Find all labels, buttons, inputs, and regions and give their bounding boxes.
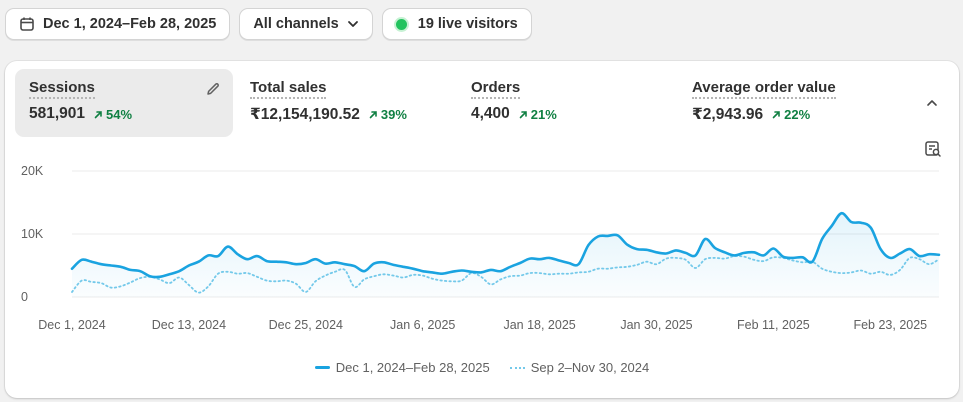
x-tick-label: Feb 11, 2025 [737, 318, 810, 332]
metric-tab-average-order-value[interactable]: Average order value ₹2,943.96 22% [678, 69, 908, 137]
metric-label: Total sales [250, 79, 327, 99]
x-tick-label: Jan 18, 2025 [503, 318, 575, 332]
analytics-card: Sessions 581,901 54% Total sales ₹12,154… [5, 61, 959, 398]
channels-dropdown[interactable]: All channels [239, 8, 373, 40]
x-tick-label: Feb 23, 2025 [853, 318, 927, 332]
metric-label: Orders [471, 79, 521, 99]
metric-tab-total-sales[interactable]: Total sales ₹12,154,190.52 39% [236, 69, 450, 137]
metric-label: Average order value [692, 79, 836, 99]
legend-item-previous[interactable]: Sep 2–Nov 30, 2024 [509, 360, 650, 375]
metric-delta: 21% [519, 107, 557, 122]
chevron-down-icon [347, 18, 359, 30]
pencil-icon[interactable] [205, 81, 221, 97]
metric-tab-orders[interactable]: Orders 4,400 21% [457, 69, 671, 137]
legend-item-current[interactable]: Dec 1, 2024–Feb 28, 2025 [314, 360, 490, 375]
arrow-up-right-icon [772, 111, 780, 119]
live-visitors-label: 19 live visitors [417, 16, 518, 32]
arrow-up-right-icon [369, 111, 377, 119]
chart-search-icon[interactable] [924, 140, 942, 158]
sessions-line-chart: 20K 10K 0 Dec 1, 2024 Dec 13, 2024 Dec 25, 2… [21, 164, 941, 332]
metric-delta-value: 21% [530, 106, 557, 122]
y-tick-label: 20K [21, 164, 44, 178]
x-tick-label: Jan 30, 2025 [620, 318, 692, 332]
live-indicator-icon [395, 18, 407, 30]
series-line-previous [71, 255, 940, 294]
metric-delta: 54% [94, 107, 132, 122]
calendar-icon [19, 16, 35, 32]
metric-delta-value: 54% [106, 106, 133, 122]
metric-value: 581,901 [29, 105, 86, 122]
metric-label: Sessions [29, 79, 95, 99]
metric-delta: 22% [772, 107, 810, 122]
metric-delta: 39% [369, 107, 407, 122]
channels-label: All channels [253, 16, 339, 32]
y-tick-label: 10K [21, 227, 44, 241]
x-tick-label: Jan 6, 2025 [390, 318, 455, 332]
x-tick-label: Dec 13, 2024 [152, 318, 226, 332]
metric-delta-value: 22% [784, 107, 811, 122]
legend-swatch-dotted [509, 366, 525, 369]
date-range-button[interactable]: Dec 1, 2024–Feb 28, 2025 [5, 8, 231, 40]
toolbar: Dec 1, 2024–Feb 28, 2025 All channels 19… [5, 8, 532, 40]
chevron-up-icon[interactable] [924, 95, 940, 111]
metric-delta-value: 39% [380, 107, 407, 122]
legend-label: Sep 2–Nov 30, 2024 [530, 360, 650, 375]
arrow-up-right-icon [519, 110, 527, 118]
series-line-current [70, 211, 941, 279]
legend-label: Dec 1, 2024–Feb 28, 2025 [335, 360, 490, 375]
x-tick-label: Dec 25, 2024 [269, 318, 343, 332]
chart-legend: Dec 1, 2024–Feb 28, 2025 Sep 2–Nov 30, 2… [5, 360, 959, 375]
date-range-label: Dec 1, 2024–Feb 28, 2025 [43, 16, 217, 32]
metric-tab-sessions[interactable]: Sessions 581,901 54% [15, 69, 233, 137]
arrow-up-right-icon [94, 110, 102, 118]
x-tick-label: Dec 1, 2024 [38, 318, 105, 332]
legend-swatch-solid [314, 366, 330, 369]
y-tick-label: 0 [21, 290, 28, 304]
live-visitors-button[interactable]: 19 live visitors [381, 8, 532, 40]
series-area-fill [72, 213, 939, 297]
metric-value: 4,400 [471, 105, 510, 122]
metric-value: ₹12,154,190.52 [250, 106, 360, 123]
metric-value: ₹2,943.96 [692, 106, 764, 123]
